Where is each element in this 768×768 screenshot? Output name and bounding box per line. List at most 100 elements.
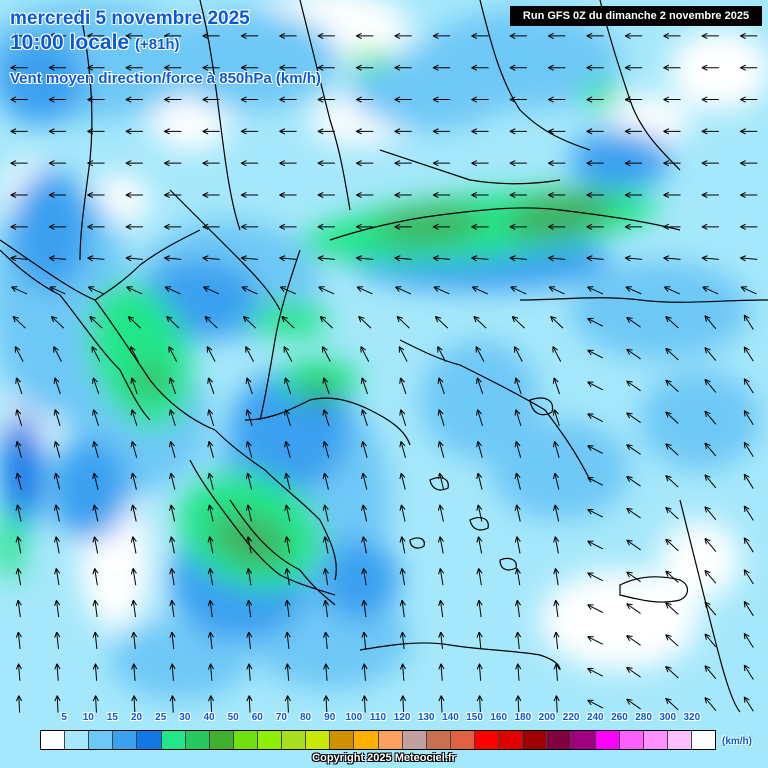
wind-arrow-icon (164, 255, 182, 262)
wind-arrow-icon (515, 663, 522, 681)
strong-green-area (302, 378, 338, 402)
wind-arrow-icon (476, 695, 483, 713)
wind-arrow-icon (476, 441, 483, 458)
wind-arrow-icon (10, 160, 28, 167)
wind-arrow-icon (130, 536, 137, 554)
wind-arrow-icon (202, 96, 220, 103)
wind-arrow-icon (323, 631, 330, 649)
wind-arrow-icon (665, 666, 679, 679)
wind-arrow-icon (433, 286, 450, 295)
wind-arrow-icon (396, 315, 410, 329)
wind-arrow-icon (587, 476, 603, 486)
wind-arrow-icon (164, 286, 181, 295)
wind-arrow-icon (240, 96, 259, 103)
wind-arrow-icon (704, 601, 717, 616)
wind-arrow-icon (361, 599, 368, 618)
strong-wind-area (10, 170, 90, 290)
wind-arrow-icon (626, 316, 641, 328)
wind-arrow-icon (438, 695, 445, 713)
wind-arrow-icon (701, 223, 719, 230)
wind-arrow-icon (743, 314, 754, 330)
wind-arrow-icon (279, 223, 297, 230)
wind-arrow-icon (360, 377, 368, 395)
wind-arrow-icon (740, 32, 758, 39)
wind-arrow-icon (92, 504, 99, 522)
wind-arrow-icon (356, 255, 374, 262)
wind-arrow-icon (242, 315, 257, 329)
legend-label: 5 (61, 712, 67, 723)
wind-arrow-icon (322, 599, 329, 618)
wind-arrow-icon (284, 568, 291, 586)
wind-arrow-icon (240, 255, 259, 262)
wind-arrow-icon (245, 536, 252, 554)
wind-arrow-icon (125, 191, 143, 199)
border-line (0, 239, 216, 431)
wind-arrow-icon (548, 191, 566, 199)
wind-arrow-icon (587, 445, 603, 454)
legend-label: 90 (324, 712, 336, 723)
wind-arrow-icon (432, 223, 451, 230)
legend-label: 180 (514, 712, 532, 723)
border-line (244, 397, 411, 446)
border-line (399, 339, 591, 481)
wind-arrow-icon (665, 697, 679, 711)
wind-arrow-icon (169, 536, 176, 554)
wind-arrow-icon (665, 316, 679, 329)
legend-swatch (161, 731, 186, 749)
calm-area (540, 570, 700, 670)
wind-arrow-icon (743, 632, 754, 648)
wind-arrow-icon (587, 699, 603, 709)
wind-arrow-icon (91, 346, 101, 362)
wind-arrow-icon (245, 504, 252, 522)
wind-arrow-icon (394, 255, 412, 262)
wind-arrow-icon (322, 441, 330, 458)
wind-arrow-icon (317, 223, 335, 230)
wind-arrow-icon (279, 255, 297, 262)
border-line (199, 0, 241, 231)
medium-wind-area (570, 260, 750, 360)
wind-arrow-icon (626, 571, 641, 583)
wind-arrow-icon (164, 96, 182, 103)
wind-arrow-icon (240, 160, 259, 167)
wind-arrow-icon (15, 441, 22, 458)
strong-wind-area (2, 410, 42, 530)
wind-arrow-icon (399, 377, 407, 395)
wind-arrow-icon (240, 64, 259, 71)
wind-arrow-icon (437, 504, 444, 522)
legend-swatch (233, 731, 258, 749)
border-line (469, 517, 489, 531)
wind-arrow-icon (207, 536, 214, 554)
wind-arrow-icon (125, 96, 143, 103)
wind-arrow-icon (284, 377, 292, 395)
wind-arrow-icon (471, 128, 489, 135)
wind-arrow-icon (92, 663, 99, 681)
wind-arrow-icon (130, 441, 138, 458)
wind-arrow-icon (663, 96, 681, 103)
legend-swatch (499, 731, 524, 749)
wind-arrow-icon (284, 695, 291, 713)
wind-arrow-icon (587, 604, 603, 613)
wind-arrow-icon (125, 255, 143, 262)
wind-arrow-icon (246, 663, 253, 681)
wind-arrow-icon (284, 504, 291, 522)
wind-arrow-icon (356, 160, 374, 167)
legend-label: 80 (300, 712, 312, 723)
wind-arrow-icon (432, 32, 451, 39)
border-line (229, 499, 336, 606)
wind-arrow-icon (15, 472, 22, 490)
wind-arrow-icon (552, 409, 560, 426)
wind-arrow-icon (625, 286, 642, 295)
wind-arrow-icon (514, 441, 522, 458)
wind-arrow-icon (704, 506, 717, 521)
wind-arrow-icon (317, 32, 335, 39)
wind-arrow-icon (169, 695, 176, 713)
wind-arrow-icon (284, 441, 291, 458)
wind-arrow-icon (743, 569, 754, 585)
medium-wind-area (640, 370, 760, 470)
wind-arrow-icon (246, 695, 253, 713)
wind-arrow-icon (48, 255, 67, 262)
legend-label: 60 (251, 712, 263, 723)
border-line (679, 499, 741, 713)
legend-label: 130 (417, 712, 435, 723)
wind-arrow-icon (704, 410, 717, 425)
